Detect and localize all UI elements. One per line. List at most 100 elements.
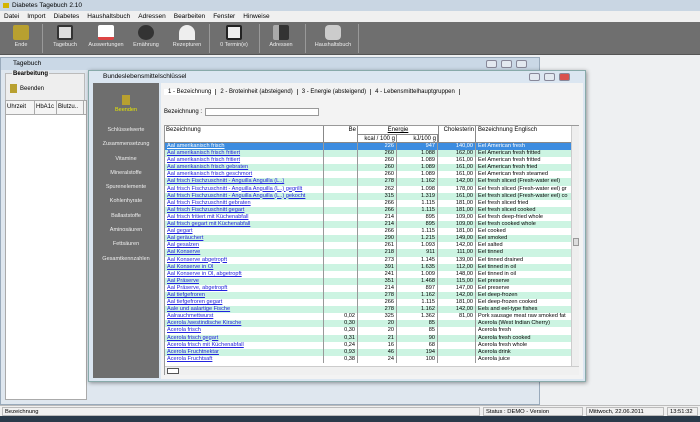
cell-bezeichnung[interactable]: Aal amerikanisch frisch fritiert — [165, 150, 324, 158]
table-row[interactable]: Aal tiefgefroren 278 1.162 142,00 Eel deep-f… — [165, 291, 571, 300]
cell-bezeichnung[interactable]: Aal frisch Fischzuschnitt - Anguilla Ang… — [165, 185, 324, 193]
table-row[interactable]: Aal amerikanisch frisch fritiert 260 1.088… — [165, 150, 571, 158]
table-row[interactable]: Aal Konserve abgetropft 273 1.145 139,00 Eel… — [165, 256, 571, 264]
column-header[interactable]: HbA1c — [35, 101, 57, 114]
toolbar-adressen-button[interactable]: Adressen — [263, 24, 299, 53]
side-item[interactable]: Ballaststoffe — [111, 212, 141, 219]
cell-bezeichnung[interactable]: Aal Konserve in Öl — [165, 263, 324, 271]
table-row[interactable]: Aal frisch gegart mit Küchenabfall 214 895… — [165, 221, 571, 229]
cell-bezeichnung[interactable]: Aal amerikanisch frisch gebraten — [165, 164, 324, 172]
cell-bezeichnung[interactable]: Aal gesalzen — [165, 242, 324, 250]
table-row[interactable]: Aal frisch Fischzuschnitt - Anguilla Ang… — [165, 178, 571, 186]
cell-bezeichnung[interactable]: Acerola Fruchtsaft — [165, 355, 324, 363]
side-item[interactable]: Spurenelemente — [105, 184, 147, 191]
table-row[interactable]: Aal frisch Fischzuschnitt - Anguilla Ang… — [165, 185, 571, 193]
horizontal-scrollbar[interactable] — [165, 366, 579, 375]
toolbar-auswertungen-button[interactable]: Auswertungen — [84, 24, 128, 53]
header-kcal[interactable]: kcal / 100 g — [358, 134, 397, 143]
table-row[interactable]: Aal tiefgefroren gegart 266 1.115 181,00 Eel… — [165, 299, 571, 307]
tab-broteinheit[interactable]: 2 - Broteinheit (absteigend) — [216, 89, 298, 95]
cell-bezeichnung[interactable]: Aal frisch gegart mit Küchenabfall — [165, 221, 324, 229]
menu-fenster[interactable]: Fenster — [213, 13, 236, 20]
cell-bezeichnung[interactable]: Aal amerikanisch frisch fritiert — [165, 157, 324, 165]
table-row[interactable]: Aal Präserve, abgetropft 214 897 147,00 Eel … — [165, 284, 571, 292]
table-row[interactable]: Aal frisch fritiert mit Küchenabfall 214 8… — [165, 213, 571, 222]
side-item[interactable]: Zusammensetzung — [102, 141, 150, 148]
table-row[interactable]: Acerola frisch mit Küchenabfall 0,24 16 68 A… — [165, 341, 571, 349]
maximize-button[interactable] — [501, 60, 512, 68]
cell-bezeichnung[interactable]: Acerola frisch mit Küchenabfall — [165, 341, 324, 349]
table-row[interactable]: Acerola /westindische Kirsche 0,30 20 85 Ace… — [165, 320, 571, 328]
cell-bezeichnung[interactable]: Aal tiefgefroren — [165, 291, 324, 300]
table-row[interactable]: Aale und aalartige Fische 278 1.162 142,00 E… — [165, 306, 571, 314]
toolbar-ernaehrung-button[interactable]: Ernährung — [128, 24, 164, 53]
column-header[interactable]: Blutzu.. — [57, 101, 84, 114]
table-row[interactable]: Aal amerikanisch frisch fritiert 260 1.089… — [165, 157, 571, 165]
table-row[interactable]: Acerola Fruchtsaft 0,38 24 100 Acerola juice — [165, 355, 571, 363]
tab-hauptgruppen[interactable]: 4 - Lebensmittelhauptgruppen — [371, 89, 460, 95]
close-button[interactable] — [516, 60, 527, 68]
cell-bezeichnung[interactable]: Aal amerikanisch frisch geschmort — [165, 171, 324, 179]
cell-bezeichnung[interactable]: Aale und aalartige Fische — [165, 306, 324, 314]
header-bezeichnung[interactable]: Bezeichnung — [165, 126, 324, 143]
cell-bezeichnung[interactable]: Aal Konserve — [165, 249, 324, 257]
side-item[interactable]: Aminosäuren — [109, 227, 143, 234]
table-row[interactable]: Aal geräuchert 290 1.215 149,00 Eel smoked — [165, 235, 571, 243]
cell-bezeichnung[interactable]: Aal frisch Fischzuschnitt gebraten — [165, 199, 324, 207]
table-row[interactable]: Aal frisch Fischzuschnitt gebraten 266 1.1… — [165, 199, 571, 207]
menu-adressen[interactable]: Adressen — [138, 13, 166, 20]
cell-bezeichnung[interactable]: Aal Konserve abgetropft — [165, 256, 324, 264]
side-item[interactable]: Mineralstoffe — [110, 169, 142, 176]
cell-bezeichnung[interactable]: Aalrauchmettwurst — [165, 313, 324, 321]
minimize-button[interactable] — [486, 60, 497, 68]
cell-bezeichnung[interactable]: Aal frisch Fischzuschnitt gegart — [165, 206, 324, 214]
dialog-close-button[interactable]: Beenden — [93, 95, 159, 113]
table-row[interactable]: Acerola frisch 0,30 20 85 Acerola fresh — [165, 327, 571, 335]
menu-import[interactable]: Import — [27, 13, 46, 20]
table-row[interactable]: Aal Konserve in Öl, abgetropft 241 1.009 14… — [165, 270, 571, 278]
table-row[interactable]: Aal Präserve 351 1.468 115,00 Eel preserve — [165, 277, 571, 285]
cell-bezeichnung[interactable]: Acerola Fruchtnektar — [165, 348, 324, 356]
cell-bezeichnung[interactable]: Aal amerikanisch frisch — [165, 143, 324, 151]
table-row[interactable]: Acerola Fruchtnektar 0,93 46 194 Acerola dri… — [165, 348, 571, 356]
menu-bearbeiten[interactable]: Bearbeiten — [173, 13, 206, 20]
menu-diabetes[interactable]: Diabetes — [53, 13, 80, 20]
side-item[interactable]: Kohlenhyrate — [109, 198, 143, 205]
table-row[interactable]: Aal amerikanisch frisch 226 947 140,00 Eel A… — [165, 143, 571, 151]
menu-hinweise[interactable]: Hinweise — [243, 13, 270, 20]
cell-bezeichnung[interactable]: Aal Präserve — [165, 277, 324, 285]
cell-bezeichnung[interactable]: Aal tiefgefroren gegart — [165, 299, 324, 307]
cell-bezeichnung[interactable]: Acerola frisch gegart — [165, 334, 324, 342]
close-button[interactable] — [559, 73, 570, 81]
header-englisch[interactable]: Bezeichnung Englisch — [478, 127, 538, 133]
cell-bezeichnung[interactable]: Aal frisch Fischzuschnitt - Anguilla Ang… — [165, 178, 324, 186]
cell-bezeichnung[interactable]: Acerola /westindische Kirsche — [165, 320, 324, 328]
toolbar-tagebuch-button[interactable]: Tagebuch — [48, 24, 82, 53]
table-row[interactable]: Aal frisch Fischzuschnitt gegart 266 1.115… — [165, 206, 571, 214]
menu-haushaltsbuch[interactable]: Haushaltsbuch — [87, 13, 131, 20]
search-input[interactable] — [205, 108, 320, 116]
tab-energie[interactable]: 3 - Energie (absteigend) — [298, 89, 372, 95]
scroll-thumb[interactable] — [573, 238, 579, 246]
table-row[interactable]: Aal gegart 266 1.115 181,00 Eel cooked — [165, 228, 571, 236]
toolbar-ende-button[interactable]: Ende — [6, 24, 36, 53]
cell-bezeichnung[interactable]: Aal frisch Fischzuschnitt - Anguilla Ang… — [165, 192, 324, 200]
header-kj[interactable]: kJ/100 g — [397, 134, 438, 143]
column-header[interactable]: Uhrzeit — [6, 101, 35, 114]
toolbar-termine-button[interactable]: 0 Termin(e) — [212, 24, 256, 53]
side-item[interactable]: Gesamtkennzahlen — [102, 255, 150, 262]
minimize-button[interactable] — [529, 73, 540, 81]
table-row[interactable]: Aal amerikanisch frisch gebraten 260 1.089… — [165, 164, 571, 172]
table-row[interactable]: Acerola frisch gegart 0,31 21 90 Acerola fre… — [165, 334, 571, 342]
side-item[interactable]: Schlüsselwerte — [107, 127, 145, 133]
maximize-button[interactable] — [544, 73, 555, 81]
toolbar-haushaltsbuch-button[interactable]: Haushaltsbuch — [308, 24, 358, 53]
header-be[interactable]: Be — [324, 126, 358, 143]
cell-bezeichnung[interactable]: Aal Präserve, abgetropft — [165, 284, 324, 292]
vertical-scrollbar[interactable] — [571, 126, 579, 366]
table-row[interactable]: Aal frisch Fischzuschnitt - Anguilla Ang… — [165, 192, 571, 200]
side-item[interactable]: Fettsäuren — [112, 241, 140, 248]
scroll-thumb[interactable] — [167, 368, 179, 374]
header-cholesterin[interactable]: Cholesterin — [438, 126, 476, 143]
menu-datei[interactable]: Datei — [4, 13, 20, 20]
